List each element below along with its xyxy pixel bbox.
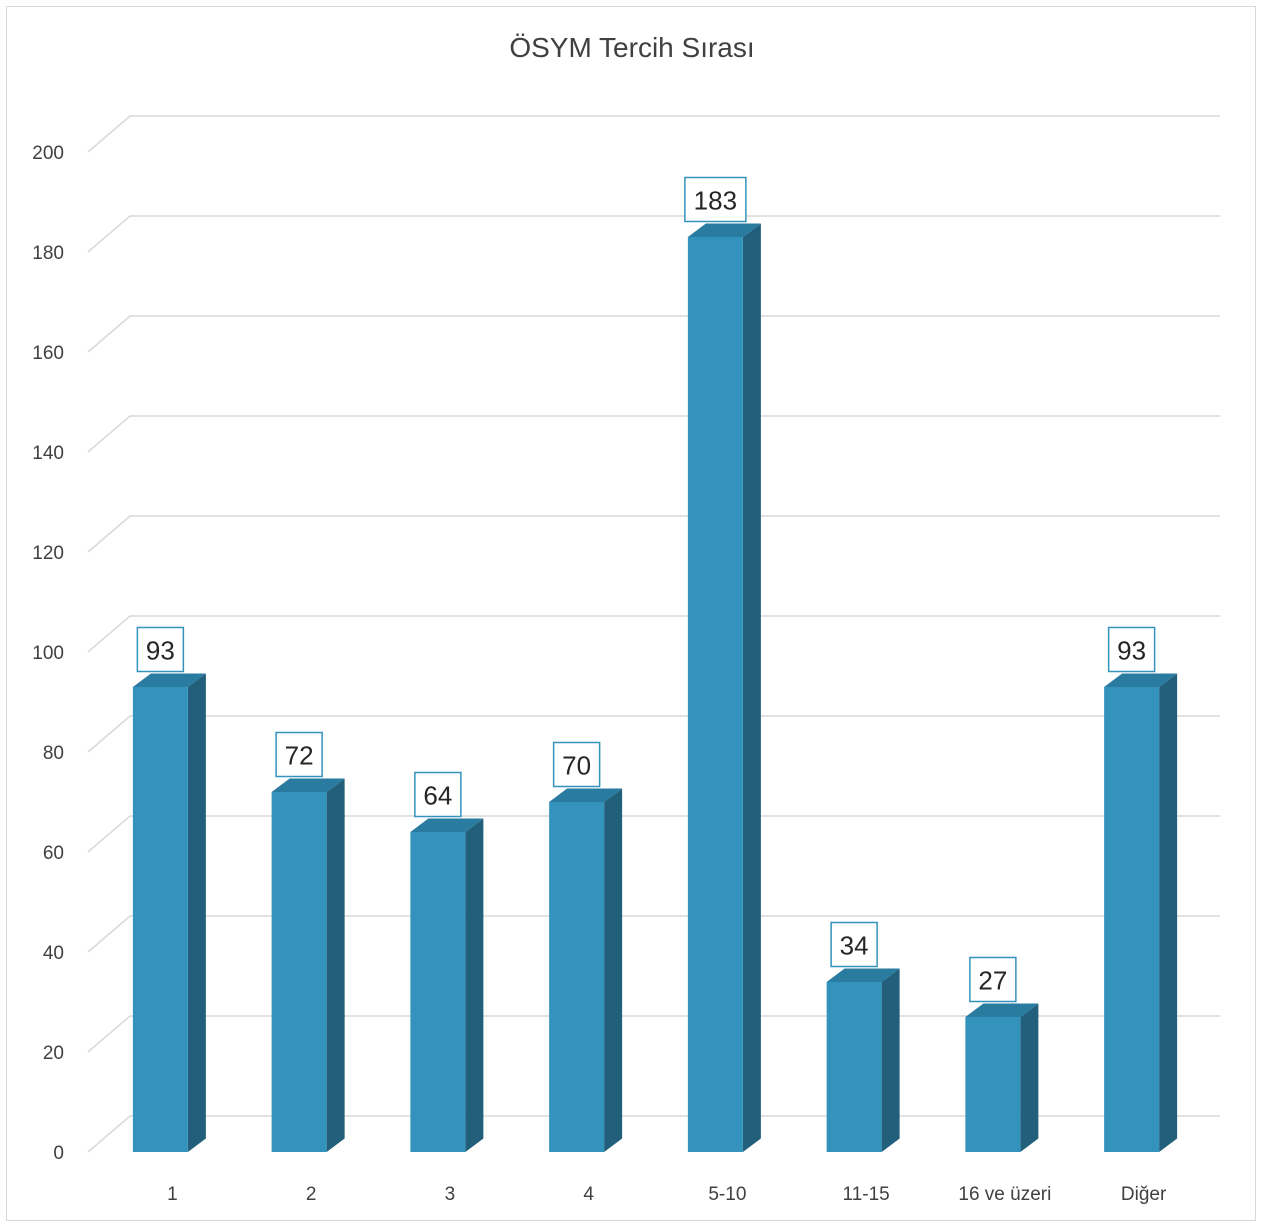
data-label: 93: [1117, 636, 1146, 666]
x-axis-ticks: 1 2 3 4 5-10 11-15 16 ve üzeri Diğer: [167, 1184, 1167, 1205]
bar-front: [965, 1017, 1021, 1152]
x-tick-label: Diğer: [1121, 1184, 1167, 1205]
data-labels: 93 72 64 70 183 34 27 93: [136, 176, 1156, 1003]
bar-top: [826, 968, 900, 982]
data-label: 183: [694, 186, 737, 216]
y-tick-label: 180: [32, 243, 64, 264]
bar: [132, 673, 206, 1152]
bar: [271, 778, 345, 1152]
bar: [410, 818, 484, 1152]
gridline-diagonal: [87, 915, 131, 953]
bar: [1104, 673, 1178, 1152]
gridline-diagonal: [87, 715, 131, 753]
data-label-box: [969, 956, 1017, 1003]
bar-side: [1020, 1003, 1039, 1152]
bar-top: [410, 818, 484, 832]
y-tick-label: 40: [43, 943, 64, 964]
bar-side: [604, 788, 623, 1152]
y-tick-label: 20: [43, 1043, 64, 1064]
bar: [826, 968, 900, 1152]
gridline-diagonal: [87, 415, 131, 453]
y-tick-label: 0: [53, 1143, 64, 1164]
chart-frame: [6, 6, 1256, 1221]
y-axis-ticks: 0 20 40 60 80 100 120 140 160 180 200: [32, 143, 64, 1164]
x-tick-label: 11-15: [843, 1184, 890, 1205]
bar-front: [549, 802, 605, 1152]
bar-side: [742, 223, 761, 1152]
x-tick-label: 16 ve üzeri: [958, 1184, 1051, 1205]
bar-top: [965, 1003, 1039, 1017]
gridline-diagonal: [87, 215, 131, 253]
bar-front: [410, 832, 466, 1152]
bar-top: [687, 223, 761, 237]
gridline-diagonal: [87, 115, 131, 153]
x-tick-label: 4: [583, 1184, 594, 1205]
bars: [132, 223, 1178, 1152]
chart-title: ÖSYM Tercih Sırası: [509, 32, 755, 63]
bar-front: [132, 687, 188, 1152]
bar-side: [187, 673, 206, 1152]
bar-front: [826, 982, 882, 1152]
data-label: 34: [840, 931, 869, 961]
data-label: 27: [978, 966, 1007, 996]
data-label-box: [136, 626, 185, 673]
bar-front: [271, 792, 327, 1152]
y-tick-label: 120: [32, 543, 64, 564]
y-tick-label: 200: [32, 143, 64, 164]
data-label-box: [552, 741, 601, 788]
x-tick-label: 5-10: [708, 1184, 746, 1205]
bar-front: [1104, 687, 1160, 1152]
y-tick-label: 160: [32, 343, 64, 364]
gridline-diagonal: [87, 1015, 131, 1053]
gridline-diagonal: [87, 315, 131, 353]
bar-front: [687, 237, 743, 1152]
gridlines: [87, 115, 1220, 1153]
bar: [965, 1003, 1039, 1152]
gridline-diagonal: [87, 615, 131, 653]
data-label: 72: [285, 741, 314, 771]
bar-side: [465, 818, 484, 1152]
x-tick-label: 2: [306, 1184, 317, 1205]
data-label: 64: [423, 781, 452, 811]
y-tick-label: 100: [32, 643, 64, 664]
y-tick-label: 140: [32, 443, 64, 464]
data-label-box: [830, 921, 878, 968]
bar-side: [881, 968, 900, 1152]
x-tick-label: 3: [445, 1184, 456, 1205]
gridline-diagonal: [87, 515, 131, 553]
data-label-box: [414, 771, 462, 818]
bar: [687, 223, 761, 1152]
y-tick-label: 60: [43, 843, 64, 864]
data-label-box: [1107, 626, 1156, 673]
bar: [549, 788, 623, 1152]
gridline-diagonal: [87, 815, 131, 853]
x-tick-label: 1: [167, 1184, 178, 1205]
bar-top: [549, 788, 623, 802]
data-label-box: [275, 731, 323, 778]
data-label-box: [684, 176, 747, 223]
bar-top: [271, 778, 345, 792]
bar-top: [132, 673, 206, 687]
bar-top: [1104, 673, 1178, 687]
gridline-diagonal: [87, 1115, 131, 1153]
bar-side: [326, 778, 345, 1152]
data-label: 93: [146, 636, 175, 666]
bar-side: [1159, 673, 1178, 1152]
y-tick-label: 80: [43, 743, 64, 764]
data-label: 70: [562, 751, 591, 781]
